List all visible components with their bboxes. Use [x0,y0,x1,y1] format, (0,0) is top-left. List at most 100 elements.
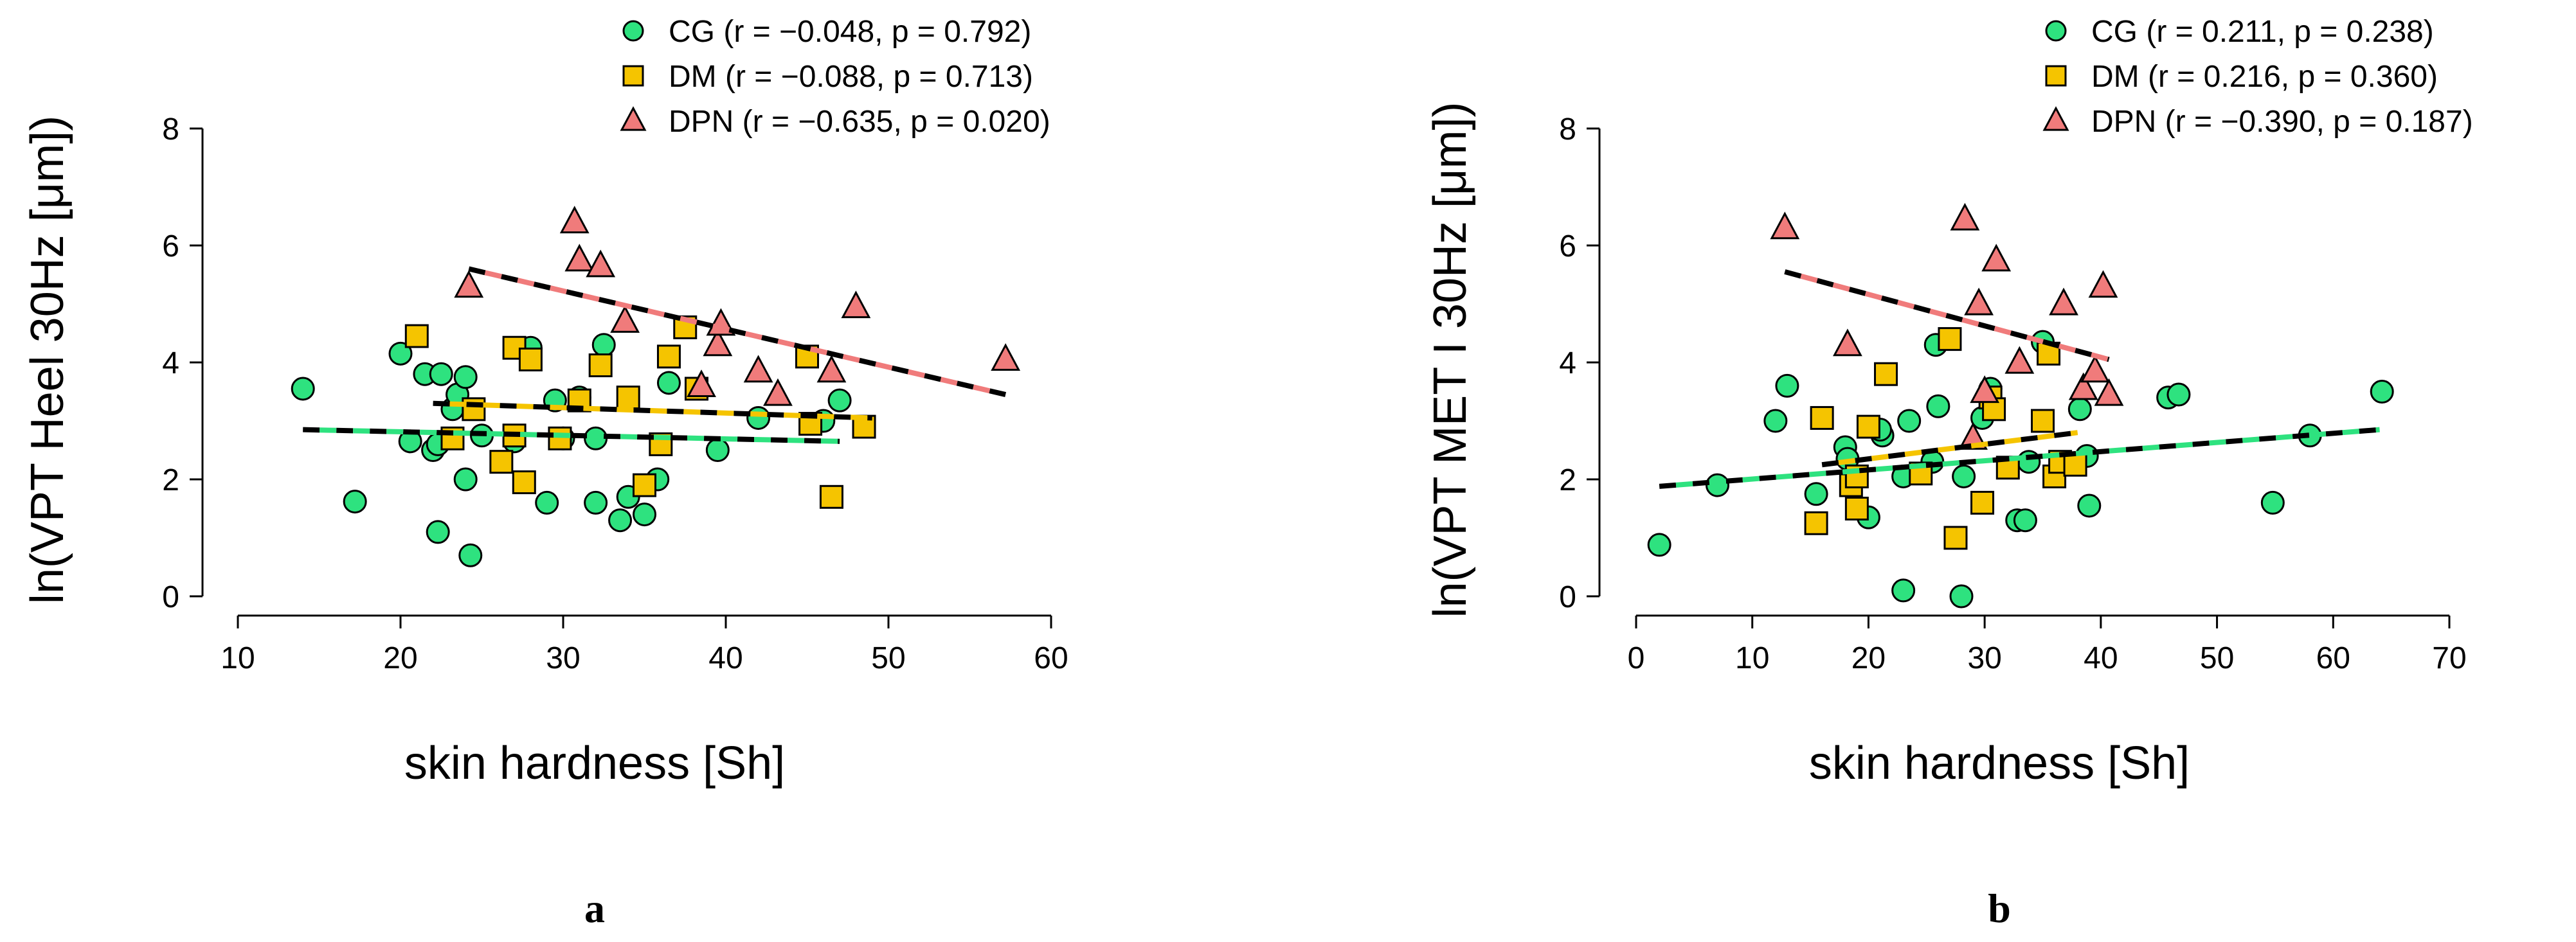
data-point-dpn [2068,372,2098,400]
trend-line-cg [303,427,840,444]
data-point-dm [404,324,429,348]
trend-line-dpn [468,266,1007,397]
trend-line-dpn-color [468,266,1007,397]
data-point-dpn [586,249,616,278]
data-point-dm [1856,414,1880,439]
data-point-dpn [454,270,484,298]
data-point-dm [1804,511,1828,535]
x-tick-label: 20 [383,641,417,675]
data-point-dm [1943,526,1968,550]
data-point-dpn [2080,355,2110,383]
x-tick-label: 70 [2432,641,2466,675]
data-point-dpn [703,328,733,357]
data-point-cg [2013,508,2037,533]
data-point-cg [656,371,681,395]
data-point-cg [1804,482,1828,506]
trend-line-cg [1659,427,2380,489]
data-point-cg [453,467,478,492]
x-tick-label: 10 [1735,641,1769,675]
data-point-cg [1706,473,1729,497]
data-point-cg [535,490,559,515]
y-axis-title: ln(VPT MET I 30Hz [μm]) [1425,102,1476,618]
data-point-cg [705,438,730,462]
data-point-cg [1775,373,1799,398]
data-point-dm [1844,497,1869,520]
x-axis-title: skin hardness [Sh] [1809,738,2190,789]
data-point-dm [489,450,514,474]
data-point-dpn [1950,202,1980,231]
data-point-cg [2370,380,2394,404]
data-point-dpn [991,343,1021,371]
data-point-cg [591,333,616,357]
x-tick-label: 60 [1034,641,1068,675]
x-tick-label: 20 [1851,641,1886,675]
data-point-cg [1926,394,1950,418]
legend-label-dm: DM (r = 0.216, p = 0.360) [2091,60,2438,94]
data-point-cg [2077,493,2102,518]
y-tick-label: 4 [1559,346,1576,380]
data-point-cg [1952,464,1976,488]
data-point-cg [291,377,315,401]
data-point-dpn [559,206,590,234]
y-tick-label: 0 [1559,580,1576,614]
data-point-cg [2067,397,2092,422]
y-tick-label: 0 [162,580,179,614]
legend: CG (r = 0.211, p = 0.238) DM (r = 0.216, … [2042,15,2473,139]
trend-line-dpn [1784,269,2110,362]
chart-panel-a: 0 2 4 6 8 10 20 30 40 50 60 skin hardness [Sh] ln(VP… [22,15,1068,931]
data-point-cg [429,362,453,386]
y-tick-label: 2 [162,463,179,497]
data-point-cg [1891,578,1916,603]
data-point-dpn [2094,378,2124,406]
x-tick-label: 40 [2084,641,2118,675]
y-tick-label: 8 [162,112,179,147]
legend-marker-dm [622,65,644,87]
data-point-dm [656,344,681,369]
trend-line-cg-color [1659,427,2380,489]
data-point-dpn [687,369,716,397]
data-point-dpn [743,355,773,383]
data-point-dpn [2088,270,2118,298]
panel-label: a [584,885,605,931]
data-point-dpn [1981,244,2012,272]
x-tick-label: 60 [2316,641,2350,675]
data-point-dpn [1964,287,1994,315]
x-tick-label: 40 [708,641,743,675]
legend-marker-dpn [620,106,647,131]
x-tick-label: 0 [1628,641,1645,675]
data-point-cg [453,365,478,389]
chart-panel-b: 0 2 4 6 8 0 10 20 30 40 50 60 70 skin hardness [Sh] ln… [1425,15,2473,931]
data-point-dpn [841,290,871,319]
legend-marker-cg [2045,20,2067,42]
y-tick-label: 4 [162,346,179,380]
data-point-cg [608,508,633,533]
data-point-dpn [1832,328,1862,357]
x-tick-label: 50 [871,641,905,675]
data-point-dm [2031,409,2055,433]
data-point-cg [458,543,483,567]
x-axis-title: skin hardness [Sh] [404,738,785,789]
legend-label-cg: CG (r = 0.211, p = 0.238) [2091,15,2434,49]
data-point-cg [1647,533,1671,557]
legend-label-dpn: DPN (r = −0.390, p = 0.187) [2091,105,2473,139]
data-point-dpn [1970,375,2000,404]
data-point-cg [633,502,656,527]
y-tick-label: 2 [1559,463,1576,497]
data-point-dm [633,473,656,497]
data-point-cg [343,490,367,514]
data-point-dm [2063,452,2087,477]
data-point-dm [518,347,543,371]
x-tick-label: 50 [2200,641,2234,675]
y-tick-label: 6 [1559,229,1576,263]
data-point-dm [616,386,640,410]
data-point-dpn [610,305,640,333]
data-point-dpn [816,355,847,383]
data-point-cg [388,341,413,366]
data-point-cg [1763,409,1788,433]
series-cg [1647,330,2394,609]
data-point-cg [1897,409,1922,433]
data-point-dm [462,397,486,422]
data-point-dm [1938,327,1962,351]
data-point-dm [819,484,843,509]
series-dm [404,315,876,509]
